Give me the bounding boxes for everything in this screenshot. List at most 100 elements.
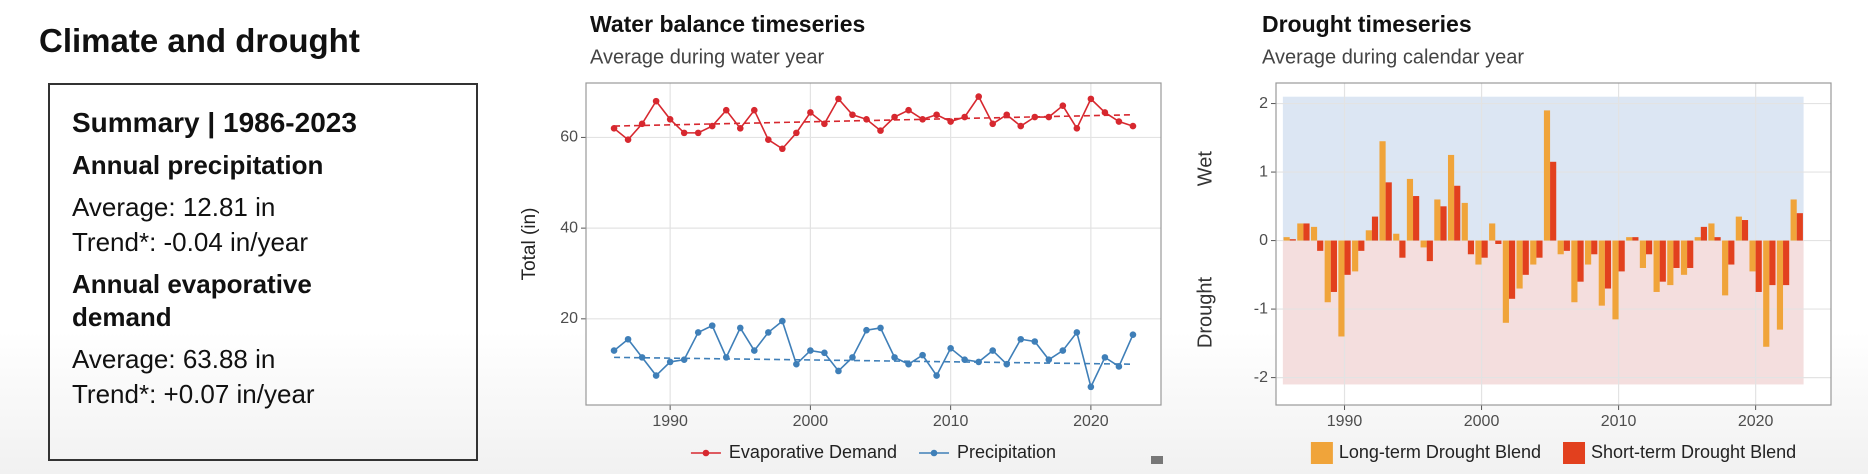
data-point bbox=[947, 345, 954, 352]
bar bbox=[1632, 237, 1639, 241]
bar bbox=[1283, 237, 1290, 241]
bar bbox=[1598, 240, 1605, 306]
data-point bbox=[624, 136, 632, 143]
bar bbox=[1365, 230, 1372, 241]
data-point bbox=[1017, 335, 1025, 343]
bar bbox=[1667, 240, 1674, 286]
data-point bbox=[849, 354, 856, 361]
bar bbox=[1604, 240, 1612, 289]
legend-label: Short-term Drought Blend bbox=[1591, 442, 1796, 462]
chart-title: Drought timeseries bbox=[1262, 11, 1472, 37]
bar bbox=[1557, 240, 1564, 255]
legend-marker bbox=[930, 449, 938, 457]
bar bbox=[1406, 178, 1414, 241]
data-point bbox=[807, 347, 814, 354]
bar bbox=[1577, 240, 1584, 282]
data-point bbox=[1101, 354, 1109, 361]
data-point bbox=[807, 109, 814, 116]
data-point bbox=[624, 335, 632, 343]
data-point bbox=[1129, 122, 1137, 130]
bar bbox=[1653, 240, 1660, 292]
data-point bbox=[652, 97, 660, 105]
data-point bbox=[750, 106, 758, 114]
data-point bbox=[891, 354, 898, 361]
bar bbox=[1344, 240, 1351, 275]
bar bbox=[1728, 240, 1735, 265]
data-point bbox=[1073, 329, 1081, 336]
legend-label: Evaporative Demand bbox=[729, 442, 897, 462]
bar bbox=[1735, 216, 1742, 241]
data-point bbox=[1115, 118, 1123, 125]
x-tick-label: 1990 bbox=[652, 413, 688, 430]
bar bbox=[1571, 240, 1578, 303]
x-tick-label: 2010 bbox=[1601, 413, 1637, 430]
bar bbox=[1358, 240, 1365, 251]
data-point bbox=[975, 93, 982, 100]
data-point bbox=[905, 106, 912, 114]
bar bbox=[1694, 237, 1701, 241]
data-point bbox=[919, 115, 926, 123]
data-point bbox=[694, 129, 702, 137]
bar bbox=[1700, 226, 1707, 241]
bar bbox=[1741, 220, 1749, 241]
data-point bbox=[1031, 338, 1039, 345]
data-point bbox=[736, 125, 744, 132]
summary-box: Summary | 1986-2023 Annual precipitation… bbox=[48, 83, 478, 461]
bar bbox=[1461, 202, 1468, 241]
bar bbox=[1508, 240, 1516, 299]
bar bbox=[1783, 240, 1790, 286]
legend-swatch bbox=[1310, 442, 1333, 464]
bar bbox=[1289, 239, 1296, 241]
bar bbox=[1310, 226, 1318, 241]
bar bbox=[1467, 240, 1475, 255]
bar bbox=[1550, 161, 1557, 241]
data-point bbox=[1017, 122, 1025, 130]
data-point bbox=[891, 113, 898, 121]
data-point bbox=[849, 111, 856, 119]
data-point bbox=[750, 347, 758, 354]
legend-label: Long-term Drought Blend bbox=[1339, 442, 1541, 462]
region-label: Drought bbox=[1194, 276, 1216, 348]
y-tick-label: 40 bbox=[560, 219, 578, 236]
data-point bbox=[961, 113, 968, 121]
y-axis-label: Total (in) bbox=[519, 208, 540, 281]
data-point bbox=[1003, 360, 1011, 368]
bar bbox=[1502, 240, 1509, 323]
data-point bbox=[680, 356, 688, 363]
x-tick-label: 2000 bbox=[1464, 413, 1500, 430]
bar bbox=[1440, 206, 1447, 241]
y-tick-label: -1 bbox=[1254, 300, 1268, 317]
y-tick-label: 20 bbox=[560, 310, 578, 327]
data-point bbox=[610, 125, 618, 132]
plot-background bbox=[586, 83, 1161, 405]
data-point bbox=[919, 351, 926, 359]
section-trend: Trend*: +0.07 in/year bbox=[72, 379, 315, 409]
data-point bbox=[779, 145, 786, 153]
bar bbox=[1495, 240, 1502, 244]
x-tick-label: 2020 bbox=[1073, 413, 1109, 430]
bar bbox=[1585, 240, 1592, 265]
bar bbox=[1426, 240, 1433, 262]
data-point bbox=[736, 324, 744, 332]
chart-subtitle: Average during water year bbox=[590, 46, 825, 68]
data-point bbox=[933, 111, 940, 119]
data-point bbox=[680, 129, 688, 137]
data-point bbox=[765, 329, 772, 336]
data-point bbox=[835, 95, 842, 103]
y-tick-label: 0 bbox=[1259, 232, 1268, 249]
bar bbox=[1673, 240, 1680, 268]
data-point bbox=[1129, 331, 1137, 339]
bar bbox=[1612, 240, 1619, 320]
region-label: Wet bbox=[1194, 151, 1216, 187]
bar bbox=[1413, 196, 1420, 241]
bar bbox=[1659, 240, 1666, 282]
panel-title: Climate and drought bbox=[39, 22, 360, 59]
data-point bbox=[666, 358, 674, 366]
bar bbox=[1708, 223, 1715, 241]
data-point bbox=[638, 120, 646, 128]
bar bbox=[1618, 240, 1625, 272]
x-tick-label: 2000 bbox=[793, 413, 829, 430]
data-point bbox=[610, 347, 618, 354]
summary-heading: Summary | 1986-2023 bbox=[72, 107, 357, 138]
